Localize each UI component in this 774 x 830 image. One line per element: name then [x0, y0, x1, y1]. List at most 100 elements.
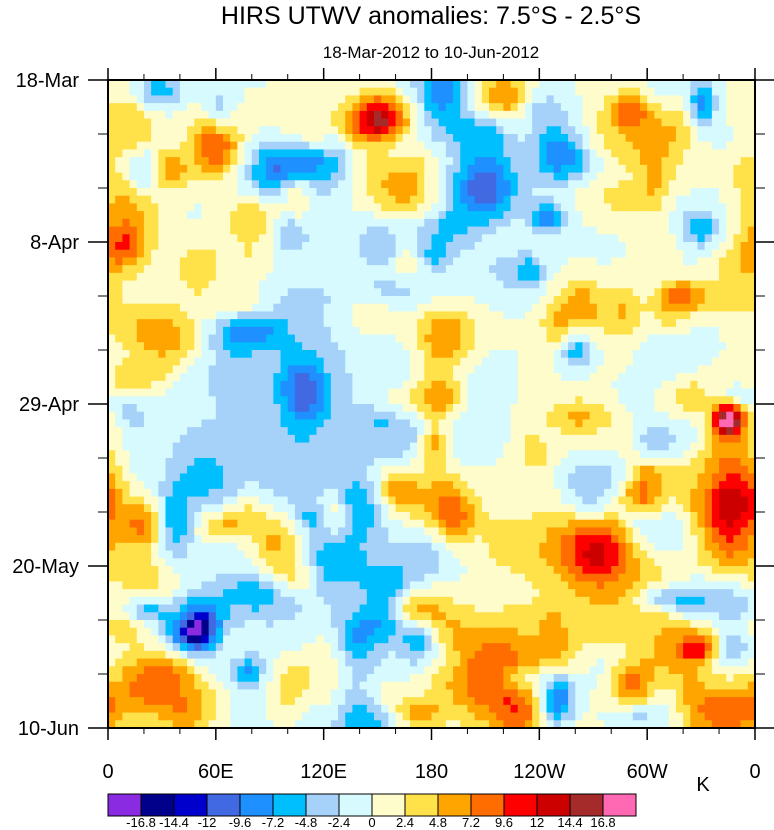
field-cell	[230, 226, 238, 235]
field-cell	[258, 134, 267, 143]
field-cell	[417, 95, 425, 104]
field-cell	[366, 188, 375, 197]
field-cell	[237, 180, 246, 189]
field-cell	[129, 311, 138, 320]
field-cell	[258, 465, 267, 475]
field-cell	[647, 134, 655, 143]
field-cell	[352, 257, 361, 266]
field-cell	[625, 272, 634, 282]
field-cell	[719, 458, 727, 467]
field-cell	[417, 303, 425, 313]
field-cell	[230, 434, 238, 444]
field-cell	[539, 396, 548, 405]
field-cell	[223, 303, 231, 313]
field-cell	[294, 350, 303, 359]
field-cell	[424, 319, 433, 328]
field-cell	[316, 296, 325, 305]
field-cell	[560, 458, 569, 467]
field-cell	[395, 334, 404, 343]
field-cell	[251, 311, 260, 320]
field-cell	[151, 118, 159, 127]
field-cell	[402, 272, 411, 282]
field-cell	[460, 350, 469, 359]
field-cell	[165, 118, 174, 127]
field-cell	[359, 326, 368, 336]
field-cell	[172, 164, 181, 174]
field-cell	[661, 226, 670, 235]
field-cell	[402, 388, 411, 397]
field-cell	[719, 265, 727, 274]
field-cell	[345, 504, 354, 513]
field-cell	[395, 319, 404, 328]
field-cell	[596, 342, 605, 351]
field-cell	[309, 218, 318, 228]
field-cell	[704, 311, 713, 320]
field-cell	[366, 419, 375, 428]
field-cell	[208, 188, 217, 197]
field-cell	[381, 442, 389, 451]
field-cell	[453, 303, 461, 313]
field-cell	[675, 488, 684, 498]
field-cell	[402, 411, 411, 421]
field-cell	[424, 149, 433, 158]
field-cell	[733, 149, 742, 158]
field-cell	[115, 427, 123, 436]
field-cell	[431, 311, 440, 320]
field-cell	[143, 249, 152, 259]
field-cell	[719, 80, 727, 89]
field-cell	[122, 249, 131, 259]
field-cell	[474, 442, 483, 451]
field-cell	[330, 458, 339, 467]
field-cell	[381, 195, 389, 205]
field-cell	[136, 134, 145, 143]
field-cell	[467, 134, 476, 143]
field-cell	[359, 272, 368, 282]
field-cell	[604, 365, 612, 374]
field-cell	[719, 488, 727, 498]
field-cell	[431, 319, 440, 328]
field-cell	[359, 380, 368, 390]
field-cell	[223, 357, 231, 367]
field-cell	[668, 149, 677, 158]
field-cell	[151, 465, 159, 475]
field-cell	[179, 296, 188, 305]
field-cell	[510, 257, 519, 266]
field-cell	[395, 195, 404, 205]
field-cell	[330, 272, 339, 282]
field-cell	[654, 373, 663, 382]
field-cell	[223, 249, 231, 259]
field-cell	[223, 87, 231, 97]
field-cell	[604, 195, 612, 205]
field-cell	[302, 188, 310, 197]
field-cell	[618, 80, 627, 89]
field-cell	[330, 404, 339, 413]
field-cell	[747, 164, 756, 174]
field-cell	[532, 157, 540, 166]
field-cell	[524, 427, 533, 436]
field-cell	[654, 172, 663, 181]
field-cell	[661, 296, 670, 305]
field-cell	[568, 195, 576, 205]
field-cell	[381, 95, 389, 104]
field-cell	[136, 288, 145, 297]
field-cell	[431, 149, 440, 158]
field-cell	[460, 465, 469, 475]
field-cell	[330, 357, 339, 367]
field-cell	[201, 265, 210, 274]
field-cell	[122, 450, 131, 459]
field-cell	[381, 288, 389, 297]
field-cell	[589, 164, 598, 174]
field-cell	[366, 118, 375, 127]
field-cell	[294, 411, 303, 421]
field-cell	[122, 427, 131, 436]
field-cell	[747, 265, 756, 274]
field-cell	[381, 164, 389, 174]
field-cell	[388, 496, 397, 505]
field-cell	[172, 373, 181, 382]
field-cell	[668, 141, 677, 151]
field-cell	[352, 504, 361, 513]
field-cell	[589, 272, 598, 282]
field-cell	[445, 180, 454, 189]
field-cell	[431, 357, 440, 367]
field-cell	[582, 365, 591, 374]
